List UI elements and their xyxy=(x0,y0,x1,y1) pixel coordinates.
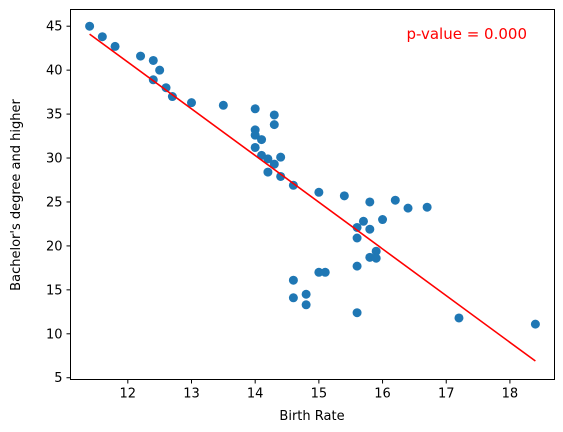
data-point xyxy=(365,197,375,207)
data-point xyxy=(352,222,362,232)
plot-area xyxy=(85,21,540,362)
x-tick-label: 12 xyxy=(120,387,137,402)
x-tick-label: 17 xyxy=(438,387,455,402)
x-tick-label: 18 xyxy=(502,387,519,402)
data-point xyxy=(97,32,107,42)
data-point xyxy=(339,191,349,201)
data-point xyxy=(288,293,298,303)
y-tick-label: 30 xyxy=(46,152,63,167)
data-point xyxy=(365,224,375,234)
data-point xyxy=(403,203,413,213)
data-point xyxy=(187,98,196,108)
data-point xyxy=(276,171,286,181)
data-point xyxy=(422,202,432,212)
data-point xyxy=(269,159,279,169)
y-tick-label: 10 xyxy=(46,327,63,342)
data-point xyxy=(167,92,177,102)
data-point xyxy=(352,233,362,243)
data-point xyxy=(352,261,362,271)
y-tick-label: 25 xyxy=(46,195,63,210)
axes-frame xyxy=(70,9,555,380)
data-point xyxy=(358,216,368,226)
data-point xyxy=(161,83,171,93)
x-tick-label: 13 xyxy=(183,387,200,402)
x-tick-label: 14 xyxy=(247,387,264,402)
data-point xyxy=(257,135,267,145)
data-point xyxy=(378,215,388,225)
data-point xyxy=(276,152,286,162)
regression-line xyxy=(89,33,536,362)
y-axis-label: Bachelor's degree and higher xyxy=(9,99,24,291)
data-point xyxy=(454,313,464,323)
y-tick-label: 35 xyxy=(46,108,63,123)
p-value-annotation: p-value = 0.000 xyxy=(406,25,527,43)
y-tick-label: 20 xyxy=(46,239,63,254)
data-point xyxy=(269,120,279,130)
data-point xyxy=(136,51,146,61)
data-point xyxy=(250,142,260,152)
data-point xyxy=(250,104,260,114)
data-point xyxy=(155,65,165,75)
y-tick-label: 15 xyxy=(46,283,63,298)
data-point xyxy=(530,319,540,329)
x-axis-label: Birth Rate xyxy=(279,409,344,424)
data-point xyxy=(288,180,298,190)
data-point xyxy=(320,267,330,277)
data-point xyxy=(314,187,324,197)
data-point xyxy=(390,195,400,205)
x-tick-label: 15 xyxy=(311,387,328,402)
data-point xyxy=(371,246,381,256)
data-point xyxy=(148,55,158,65)
data-point xyxy=(263,154,273,164)
x-axis-ticks: 12 13 14 15 16 17 18 xyxy=(120,379,519,402)
data-point xyxy=(250,130,260,140)
data-point xyxy=(269,110,279,120)
data-point xyxy=(301,300,311,310)
data-point xyxy=(352,308,362,318)
data-point xyxy=(263,167,273,177)
y-axis-ticks: 5 10 15 20 25 30 35 40 45 xyxy=(46,20,71,386)
data-point xyxy=(314,267,324,277)
x-tick-label: 16 xyxy=(374,387,391,402)
y-tick-label: 45 xyxy=(46,20,63,35)
y-tick-label: 5 xyxy=(54,371,62,386)
data-point xyxy=(218,100,228,110)
data-point xyxy=(301,289,311,299)
data-point xyxy=(371,253,381,263)
data-point xyxy=(288,275,298,285)
data-point xyxy=(110,41,120,51)
y-tick-label: 40 xyxy=(46,64,63,79)
data-point xyxy=(85,21,95,31)
